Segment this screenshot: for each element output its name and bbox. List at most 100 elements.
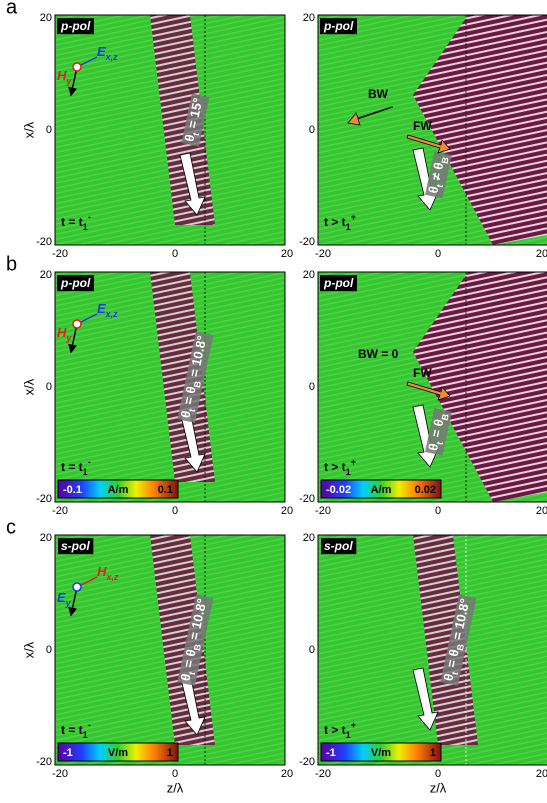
- y-axis-label: x/λ: [21, 378, 36, 395]
- text-part: t > t: [324, 215, 346, 229]
- x-tick-label: 20: [281, 505, 293, 517]
- text-part: E: [97, 301, 106, 316]
- x-axis-label: z/λ: [430, 780, 447, 795]
- y-tick-label: 20: [40, 12, 52, 24]
- polarization-label: p-pol: [323, 276, 354, 290]
- colorbar-max: 1: [167, 747, 173, 759]
- x-tick-label: -20: [52, 505, 68, 517]
- superscript: +: [351, 212, 356, 222]
- colorbar-unit: A/m: [371, 484, 392, 496]
- y-tick-label: -20: [36, 756, 52, 768]
- colorbar-unit: V/m: [371, 747, 391, 759]
- superscript: +: [351, 720, 356, 730]
- colorbar-max: 1: [430, 747, 436, 759]
- y-tick-label: 0: [309, 381, 315, 393]
- subscript: 1: [83, 730, 88, 740]
- polarization-label: p-pol: [60, 19, 91, 33]
- subscript: x,z: [105, 309, 119, 319]
- wave-label: FW: [413, 119, 432, 133]
- wave-label: BW = 0: [358, 347, 399, 361]
- colorbar-unit: A/m: [108, 484, 129, 496]
- x-tick-label: 0: [435, 248, 441, 260]
- panel: p-polt = t1-θt = 15°HyEx,z: [55, 15, 285, 245]
- y-tick-label: 20: [40, 532, 52, 544]
- y-tick-label: 20: [303, 269, 315, 281]
- x-tick-label: 0: [172, 505, 178, 517]
- x-tick-label: 20: [281, 768, 293, 780]
- y-tick-label: 0: [46, 124, 52, 136]
- text-part: E: [57, 590, 66, 605]
- x-tick-label: -20: [315, 505, 331, 517]
- wave-label: FW: [413, 366, 432, 380]
- polarization-label: p-pol: [323, 19, 354, 33]
- superscript: -: [88, 720, 91, 730]
- superscript: -: [88, 457, 91, 467]
- x-tick-label: 20: [536, 768, 547, 780]
- colorbar-min: -0.02: [326, 484, 351, 496]
- panel: s-pol-1V/m1t > t1+θt = θB = 10.8°: [318, 535, 547, 765]
- x-tick-label: -20: [315, 768, 331, 780]
- subscript: 1: [83, 222, 88, 232]
- x-tick-label: 20: [281, 248, 293, 260]
- text-part: t = t: [61, 215, 83, 229]
- vector-origin: [73, 63, 81, 71]
- text-part: t > t: [324, 460, 346, 474]
- colorbar-unit: V/m: [108, 747, 128, 759]
- x-tick-label: 0: [172, 248, 178, 260]
- panel-letter: c: [6, 516, 16, 538]
- subscript: y: [65, 333, 72, 343]
- polarization-label: s-pol: [324, 539, 353, 553]
- wave-label: BW: [368, 87, 389, 101]
- colorbar-max: 0.02: [415, 484, 436, 496]
- subscript: x,z: [105, 572, 119, 582]
- y-axis-label: x/λ: [21, 121, 36, 138]
- text-part: t > t: [324, 723, 346, 737]
- x-tick-label: 0: [435, 768, 441, 780]
- colorbar-min: -0.1: [63, 484, 82, 496]
- y-tick-label: 20: [303, 12, 315, 24]
- y-tick-label: 0: [309, 644, 315, 656]
- x-tick-label: -20: [315, 248, 331, 260]
- x-tick-label: -20: [52, 248, 68, 260]
- panel: p-pol-0.1A/m0.1t = t1-θt = θB = 10.8°HyE…: [55, 272, 285, 502]
- colorbar-min: -1: [63, 747, 73, 759]
- y-tick-label: -20: [299, 756, 315, 768]
- colorbar-max: 0.1: [158, 484, 173, 496]
- subscript: x,z: [105, 52, 119, 62]
- text-part: E: [97, 44, 106, 59]
- panel-letter: a: [6, 0, 18, 18]
- subscript: y: [65, 598, 72, 608]
- x-tick-label: 0: [435, 505, 441, 517]
- panel-letter: b: [6, 253, 17, 275]
- superscript: +: [351, 457, 356, 467]
- subscript: 1: [346, 467, 351, 477]
- y-tick-label: -20: [299, 493, 315, 505]
- y-tick-label: 20: [40, 269, 52, 281]
- polarization-label: p-pol: [60, 276, 91, 290]
- subscript: 1: [83, 467, 88, 477]
- x-tick-label: 0: [172, 768, 178, 780]
- colorbar-min: -1: [326, 747, 336, 759]
- figure: ax/λp-polt = t1-θt = 15°HyEx,z-20020200-…: [0, 0, 547, 803]
- y-tick-label: 0: [309, 124, 315, 136]
- x-tick-label: 20: [536, 505, 547, 517]
- y-tick-label: -20: [299, 236, 315, 248]
- subscript: y: [65, 76, 72, 86]
- x-tick-label: -20: [52, 768, 68, 780]
- superscript: -: [88, 212, 91, 222]
- vector-origin: [73, 583, 81, 591]
- y-tick-label: -20: [36, 493, 52, 505]
- y-tick-label: 0: [46, 644, 52, 656]
- x-axis-label: z/λ: [167, 780, 184, 795]
- x-tick-label: 20: [536, 248, 547, 260]
- y-axis-label: x/λ: [21, 641, 36, 658]
- text-part: t = t: [61, 460, 83, 474]
- y-tick-label: 0: [46, 381, 52, 393]
- subscript: 1: [346, 730, 351, 740]
- text-part: t = t: [61, 723, 83, 737]
- y-tick-label: 20: [303, 532, 315, 544]
- subscript: 1: [346, 222, 351, 232]
